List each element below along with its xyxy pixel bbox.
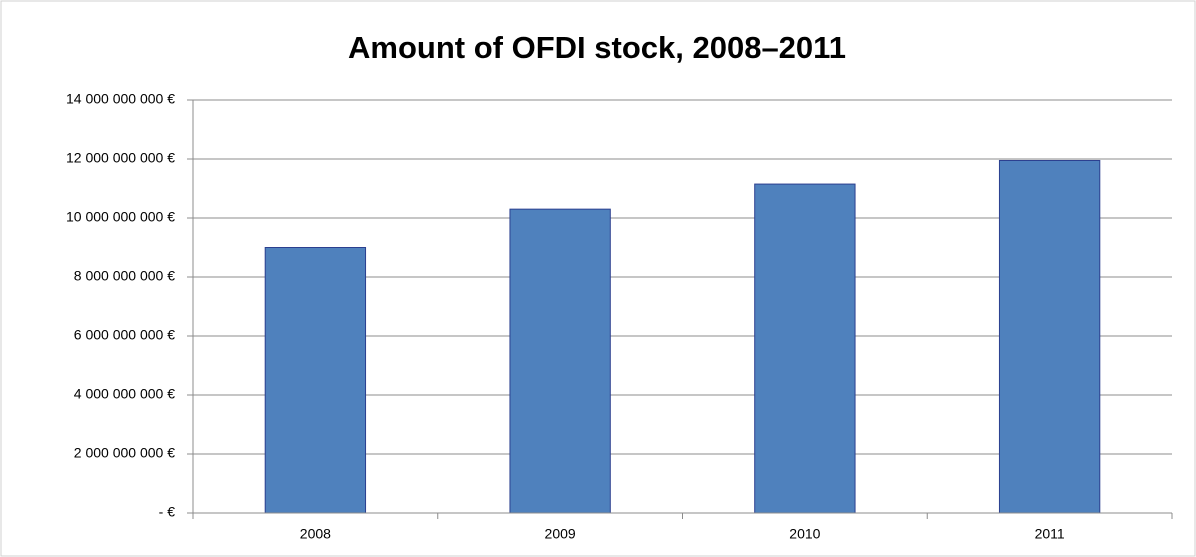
y-tick-label: 12 000 000 000 € bbox=[66, 150, 175, 166]
bar bbox=[264, 247, 367, 514]
y-tick-label: 14 000 000 000 € bbox=[66, 91, 175, 107]
x-tick-label: 2010 bbox=[789, 526, 820, 542]
x-tick-label: 2008 bbox=[300, 526, 331, 542]
bar bbox=[509, 208, 611, 514]
y-tick-label: 4 000 000 000 € bbox=[74, 386, 175, 402]
y-tick-label: 8 000 000 000 € bbox=[74, 268, 175, 284]
y-tick-label: 6 000 000 000 € bbox=[74, 327, 175, 343]
y-tick-label: 2 000 000 000 € bbox=[74, 445, 175, 461]
y-tick-label: 10 000 000 000 € bbox=[66, 209, 175, 225]
chart-title: Amount of OFDI stock, 2008–2011 bbox=[348, 30, 846, 65]
bar bbox=[754, 183, 856, 514]
bar bbox=[998, 159, 1101, 514]
x-tick-label: 2011 bbox=[1035, 526, 1065, 542]
y-tick-label: - € bbox=[159, 504, 176, 520]
x-tick-label: 2009 bbox=[545, 526, 576, 542]
